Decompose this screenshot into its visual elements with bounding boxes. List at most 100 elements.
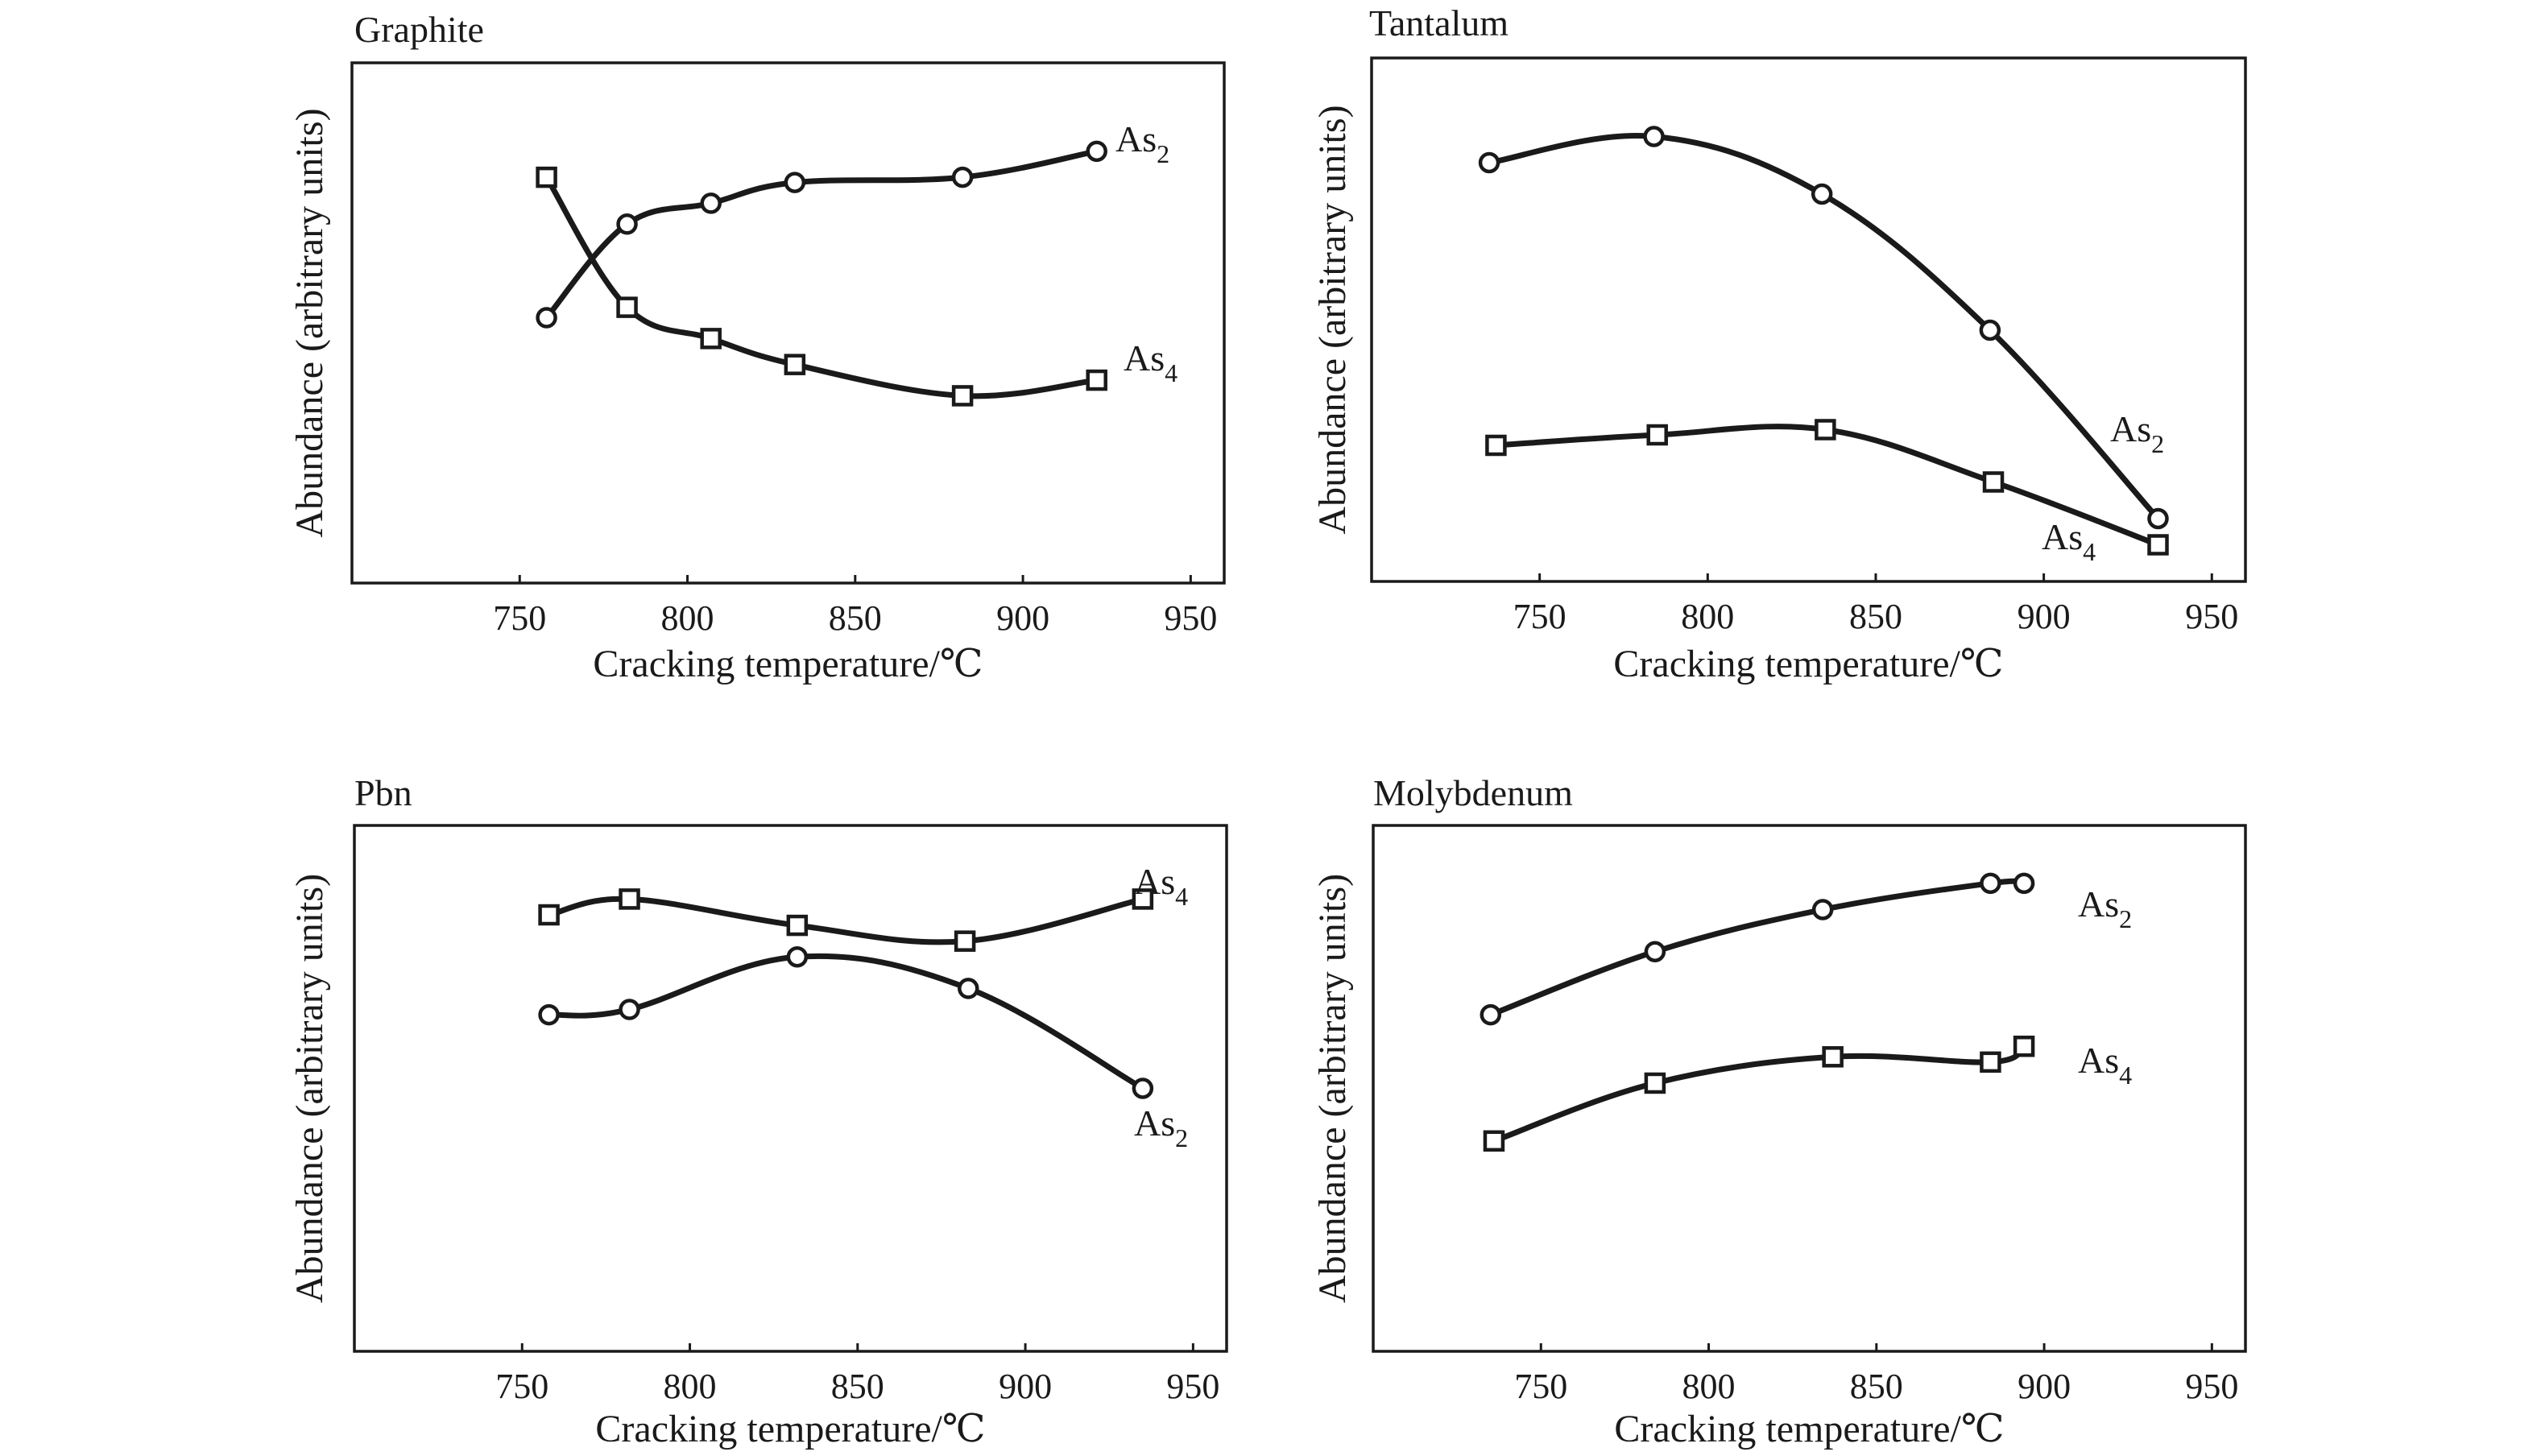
data-point-square xyxy=(784,354,806,375)
series-label-as4: As4 xyxy=(1124,337,1177,387)
data-point-circle xyxy=(951,166,974,188)
x-tick-label: 900 xyxy=(996,598,1049,638)
series-line-as2 xyxy=(546,953,1146,1091)
chart-title: Molybdenum xyxy=(1373,772,1573,813)
data-point-circle xyxy=(1132,1078,1154,1099)
series-label-as4: As4 xyxy=(1134,861,1188,911)
data-point-circle xyxy=(1086,140,1107,163)
x-axis-label: Cracking temperature/℃ xyxy=(1613,643,2003,685)
data-point-circle xyxy=(619,999,640,1020)
series-as4 xyxy=(1483,1036,2035,1152)
chart-panel-pbn: Pbn 750 800 850 900 950 Cracking temperature/℃… xyxy=(288,772,1228,1450)
series-line-as4 xyxy=(544,174,1100,399)
plot-frame xyxy=(350,61,1226,585)
x-axis-label: Cracking temperature/℃ xyxy=(1614,1408,2004,1450)
series-label-as2: As2 xyxy=(1115,118,1169,168)
x-tick-label: 750 xyxy=(1514,1367,1567,1406)
chart-title: Pbn xyxy=(354,772,412,813)
data-point-square xyxy=(1086,369,1107,391)
data-point-circle xyxy=(1979,319,2001,341)
data-point-square xyxy=(619,888,640,910)
x-tick-label: 800 xyxy=(664,1367,717,1406)
data-point-circle xyxy=(538,1003,560,1026)
plot-frame xyxy=(353,824,1228,1353)
x-tick-label: 950 xyxy=(2185,597,2238,636)
x-tick-label: 850 xyxy=(1850,1367,1903,1406)
data-point-square xyxy=(1132,888,1154,910)
data-point-circle xyxy=(1644,941,1666,962)
data-point-square xyxy=(1646,424,1668,446)
x-tick-label: 900 xyxy=(2018,597,2071,636)
data-point-square xyxy=(1644,1072,1666,1094)
series-as4 xyxy=(538,888,1154,952)
data-point-circle xyxy=(2013,872,2035,895)
series-line-as2 xyxy=(1486,133,2161,522)
x-tick-label: 900 xyxy=(999,1367,1052,1406)
data-point-square xyxy=(700,328,722,350)
chart-title: Tantalum xyxy=(1369,2,1509,43)
data-point-circle xyxy=(1480,1003,1502,1026)
data-point-square xyxy=(2147,534,2169,556)
x-tick-label: 800 xyxy=(1681,597,1734,636)
data-point-circle xyxy=(1811,183,1833,205)
y-axis-label: Abundance (arbitrary units) xyxy=(1311,874,1354,1303)
data-point-circle xyxy=(784,172,806,193)
plot-frame xyxy=(1372,824,2247,1353)
data-point-square xyxy=(536,166,557,188)
data-point-circle xyxy=(1811,899,1834,920)
data-point-square xyxy=(1483,1130,1505,1152)
series-label-as2: As2 xyxy=(1134,1102,1188,1152)
y-axis-label: Abundance (arbitrary units) xyxy=(1311,105,1354,534)
data-point-square xyxy=(2013,1036,2035,1057)
data-point-circle xyxy=(616,213,638,235)
series-as2 xyxy=(536,140,1107,329)
data-point-circle xyxy=(700,192,722,214)
x-tick-label: 750 xyxy=(493,598,546,638)
data-point-square xyxy=(786,914,809,937)
data-point-square xyxy=(1485,434,1507,457)
series-line-as2 xyxy=(544,148,1100,321)
series-as2 xyxy=(538,946,1154,1099)
data-point-square xyxy=(616,296,638,318)
data-point-circle xyxy=(536,307,557,329)
data-point-square xyxy=(538,904,560,926)
x-tick-label: 950 xyxy=(1164,598,1217,638)
data-point-circle xyxy=(1980,872,2001,895)
series-label-as2: As2 xyxy=(2078,883,2132,933)
data-point-square xyxy=(1815,419,1836,441)
x-tick-label: 800 xyxy=(661,598,714,638)
series-label-as2: As2 xyxy=(2110,408,2164,458)
data-point-circle xyxy=(1643,126,1665,147)
data-point-circle xyxy=(958,978,979,999)
x-axis-label: Cracking temperature/℃ xyxy=(593,643,983,685)
x-tick-label: 900 xyxy=(2018,1367,2071,1406)
y-axis-label: Abundance (arbitrary units) xyxy=(288,108,331,537)
series-as4 xyxy=(1485,419,2169,556)
chart-panel-graphite: Graphite 750 800 850 900 950 Cracking temperat… xyxy=(288,9,1226,685)
x-tick-label: 850 xyxy=(831,1367,884,1406)
x-tick-label: 750 xyxy=(1513,597,1566,636)
x-tick-label: 950 xyxy=(1166,1367,1219,1406)
x-tick-label: 950 xyxy=(2185,1367,2238,1406)
data-point-square xyxy=(1982,471,2005,493)
y-axis-label: Abundance (arbitrary units) xyxy=(288,874,331,1303)
x-tick-label: 800 xyxy=(1682,1367,1736,1406)
series-line-as2 xyxy=(1488,878,2027,1018)
chart-title: Graphite xyxy=(354,9,484,50)
series-line-as4 xyxy=(1491,1043,2027,1144)
x-tick-label: 850 xyxy=(1849,597,1902,636)
series-label-as4: As4 xyxy=(2042,516,2096,566)
chart-panel-tantalum: Tantalum 750 800 850 900 950 Cracking temperat… xyxy=(1311,2,2247,685)
series-as4 xyxy=(536,166,1107,407)
x-tick-label: 750 xyxy=(495,1367,548,1406)
data-point-square xyxy=(1980,1051,2001,1073)
x-tick-label: 850 xyxy=(829,598,882,638)
data-point-circle xyxy=(2147,507,2169,530)
data-point-square xyxy=(951,385,974,407)
data-point-square xyxy=(954,930,976,952)
series-as2 xyxy=(1478,126,2169,530)
data-point-circle xyxy=(1478,151,1500,174)
data-point-circle xyxy=(786,946,809,968)
x-axis-label: Cracking temperature/℃ xyxy=(595,1408,985,1450)
